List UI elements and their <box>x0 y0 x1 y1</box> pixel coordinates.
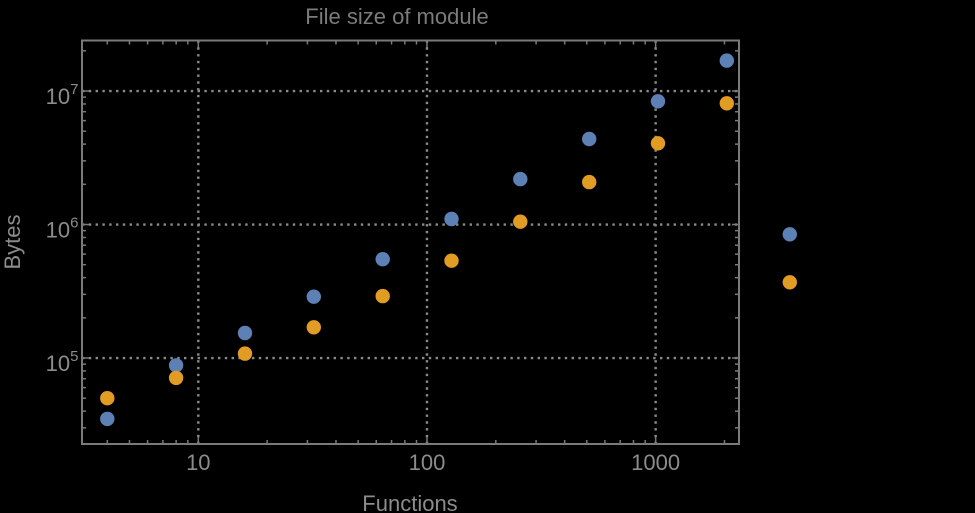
points-group <box>100 53 797 427</box>
y-tick-label: 107 <box>46 81 79 109</box>
data-point-series1 <box>582 131 597 147</box>
grid-group <box>82 40 739 444</box>
chart-title: File size of module <box>305 4 488 29</box>
tick-labels-group: 10 100 1000 105 106 107 <box>46 81 680 475</box>
data-point-series2 <box>719 96 734 111</box>
data-point-series2 <box>650 136 666 151</box>
data-point-series2 <box>237 346 253 361</box>
data-point-series1 <box>650 94 666 109</box>
x-tick-label: 100 <box>409 450 446 475</box>
data-point-series1 <box>444 211 459 227</box>
x-tick-label: 10 <box>186 450 210 475</box>
plot-frame <box>81 39 740 445</box>
data-point-series1 <box>782 227 797 242</box>
data-point-series2 <box>306 320 321 335</box>
data-point-series2 <box>100 391 115 406</box>
y-tick-label: 105 <box>46 348 79 376</box>
data-point-series1 <box>100 411 115 427</box>
data-point-series2 <box>444 253 459 268</box>
ticks-group <box>82 40 739 444</box>
x-axis-label: Functions <box>362 491 457 513</box>
data-point-series1 <box>513 171 528 187</box>
y-tick-label: 106 <box>46 215 79 243</box>
data-point-series2 <box>582 174 597 190</box>
x-tick-label: 1000 <box>631 450 680 475</box>
data-point-series2 <box>782 275 797 290</box>
data-point-series1 <box>237 325 253 341</box>
data-point-series2 <box>168 370 184 386</box>
data-point-series1 <box>306 289 321 304</box>
data-point-series1 <box>168 358 184 373</box>
data-point-series1 <box>719 53 734 68</box>
data-point-series2 <box>375 288 390 304</box>
data-point-series2 <box>513 214 528 229</box>
data-point-series1 <box>375 252 390 267</box>
y-axis-label: Bytes <box>0 214 25 269</box>
